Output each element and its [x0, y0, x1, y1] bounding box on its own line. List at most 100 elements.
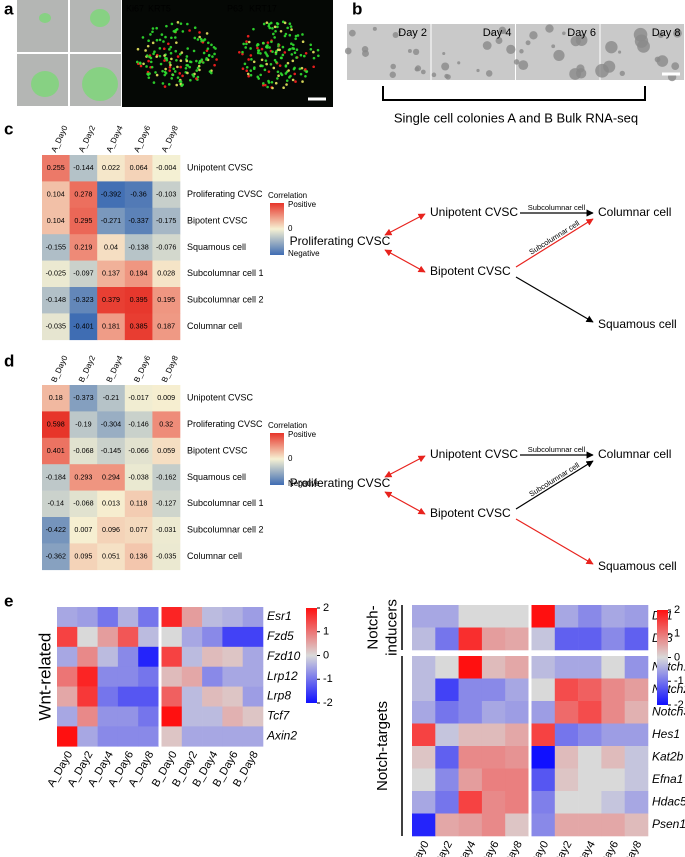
edge [384, 249, 426, 273]
edge [384, 455, 426, 478]
heatmap-cell [242, 626, 264, 648]
stain-label: KRT5 [148, 3, 171, 13]
row-label: Bipotent CVSC [187, 215, 248, 225]
organoid [476, 68, 480, 73]
heatmap-cell [481, 605, 506, 628]
heatmap-cell [57, 666, 78, 687]
heatmap-cell [554, 627, 579, 651]
cell-dot [261, 41, 265, 45]
cell-dot [260, 58, 264, 62]
cell-dot [255, 44, 259, 47]
heatmap-cell [138, 686, 159, 707]
cell-dot [256, 46, 259, 50]
heatmap-cell [554, 656, 579, 679]
cell-dot [176, 76, 180, 79]
cell-dot [164, 35, 167, 39]
panel-label: d [4, 351, 14, 370]
heatmap-cell [578, 768, 602, 792]
heatmap-cell [601, 791, 625, 814]
heatmap-cell [138, 646, 159, 667]
cell-dot [270, 80, 274, 84]
cell-dot [186, 47, 189, 50]
heatmap-cell [69, 155, 98, 182]
cell-dot [264, 45, 268, 49]
cell-dot [170, 36, 173, 40]
heatmap-cell [97, 260, 126, 288]
cell-dot [188, 60, 192, 63]
cell-dot [212, 45, 216, 49]
organoid [431, 72, 437, 78]
heatmap-cell [97, 607, 119, 628]
heatmap-cell [531, 678, 556, 702]
heatmap-cell [69, 287, 98, 314]
node-label: Columnar cell [598, 447, 671, 461]
heatmap-cell [152, 287, 181, 314]
cell-value: -0.038 [128, 472, 148, 481]
heatmap-cell [505, 627, 529, 651]
cell-dot [288, 22, 292, 26]
heatmap-cell [97, 666, 119, 687]
cell-dot [198, 35, 201, 39]
cell-value: 0.194 [130, 269, 148, 278]
organoid [525, 40, 531, 46]
heatmap-cell [57, 706, 78, 727]
heatmap-cell [97, 543, 126, 571]
cell-dot [278, 64, 282, 67]
heatmap-cell [435, 813, 459, 837]
cell-dot [174, 49, 178, 53]
heatmap-cell [152, 260, 181, 288]
cell-dot [294, 34, 298, 38]
cell-dot [262, 82, 265, 85]
cell-dot [191, 73, 195, 76]
heatmap-cell [458, 678, 483, 702]
heatmap-cell [42, 490, 70, 518]
cell-dot [202, 39, 205, 42]
cell-value: -0.035 [156, 552, 176, 561]
cell-dot [266, 41, 270, 44]
heatmap-cell [57, 686, 78, 707]
cell-dot [253, 66, 256, 69]
cell-dot [206, 41, 210, 45]
organoid [562, 31, 566, 36]
heatmap-cell [124, 490, 153, 518]
cell-value: -0.422 [46, 525, 66, 534]
colony [31, 71, 59, 97]
column-label: B_Day6 [132, 354, 152, 384]
heatmap-cell [601, 768, 625, 792]
cell-value: 0.013 [102, 499, 120, 508]
cell-dot [146, 44, 150, 48]
heatmap-cell [222, 607, 243, 628]
cell-dot [205, 58, 208, 61]
row-label: Unipotent CVSC [187, 163, 254, 173]
heatmap-cell [57, 607, 78, 628]
cell-dot [271, 50, 274, 53]
colony [39, 13, 51, 23]
heatmap-cell [458, 723, 483, 747]
cell-dot [147, 59, 150, 63]
cell-dot [298, 67, 302, 71]
cell-dot [136, 47, 140, 51]
heatmap-cell [181, 686, 203, 707]
cell-dot [274, 52, 278, 56]
heatmap-cell [97, 626, 119, 648]
heatmap-cell [69, 207, 98, 235]
cell-value: -0.162 [156, 472, 176, 481]
heatmap-cell [97, 181, 126, 209]
heatmap-cell [578, 627, 602, 651]
cell-dot [286, 61, 290, 65]
cell-dot [266, 85, 269, 89]
cell-dot [264, 51, 267, 54]
cell-dot [158, 54, 162, 58]
cell-dot [150, 65, 154, 69]
cell-dot [170, 57, 173, 61]
cell-dot [271, 27, 274, 30]
edge [515, 460, 594, 510]
cell-dot [185, 59, 189, 63]
cell-dot [197, 64, 201, 68]
heatmap-cell [481, 723, 506, 747]
cell-value: -0.146 [128, 420, 148, 429]
heatmap-cell [152, 181, 181, 209]
cell-dot [299, 53, 303, 57]
cell-dot [309, 47, 313, 51]
group-label: Notch-targets [374, 701, 391, 791]
